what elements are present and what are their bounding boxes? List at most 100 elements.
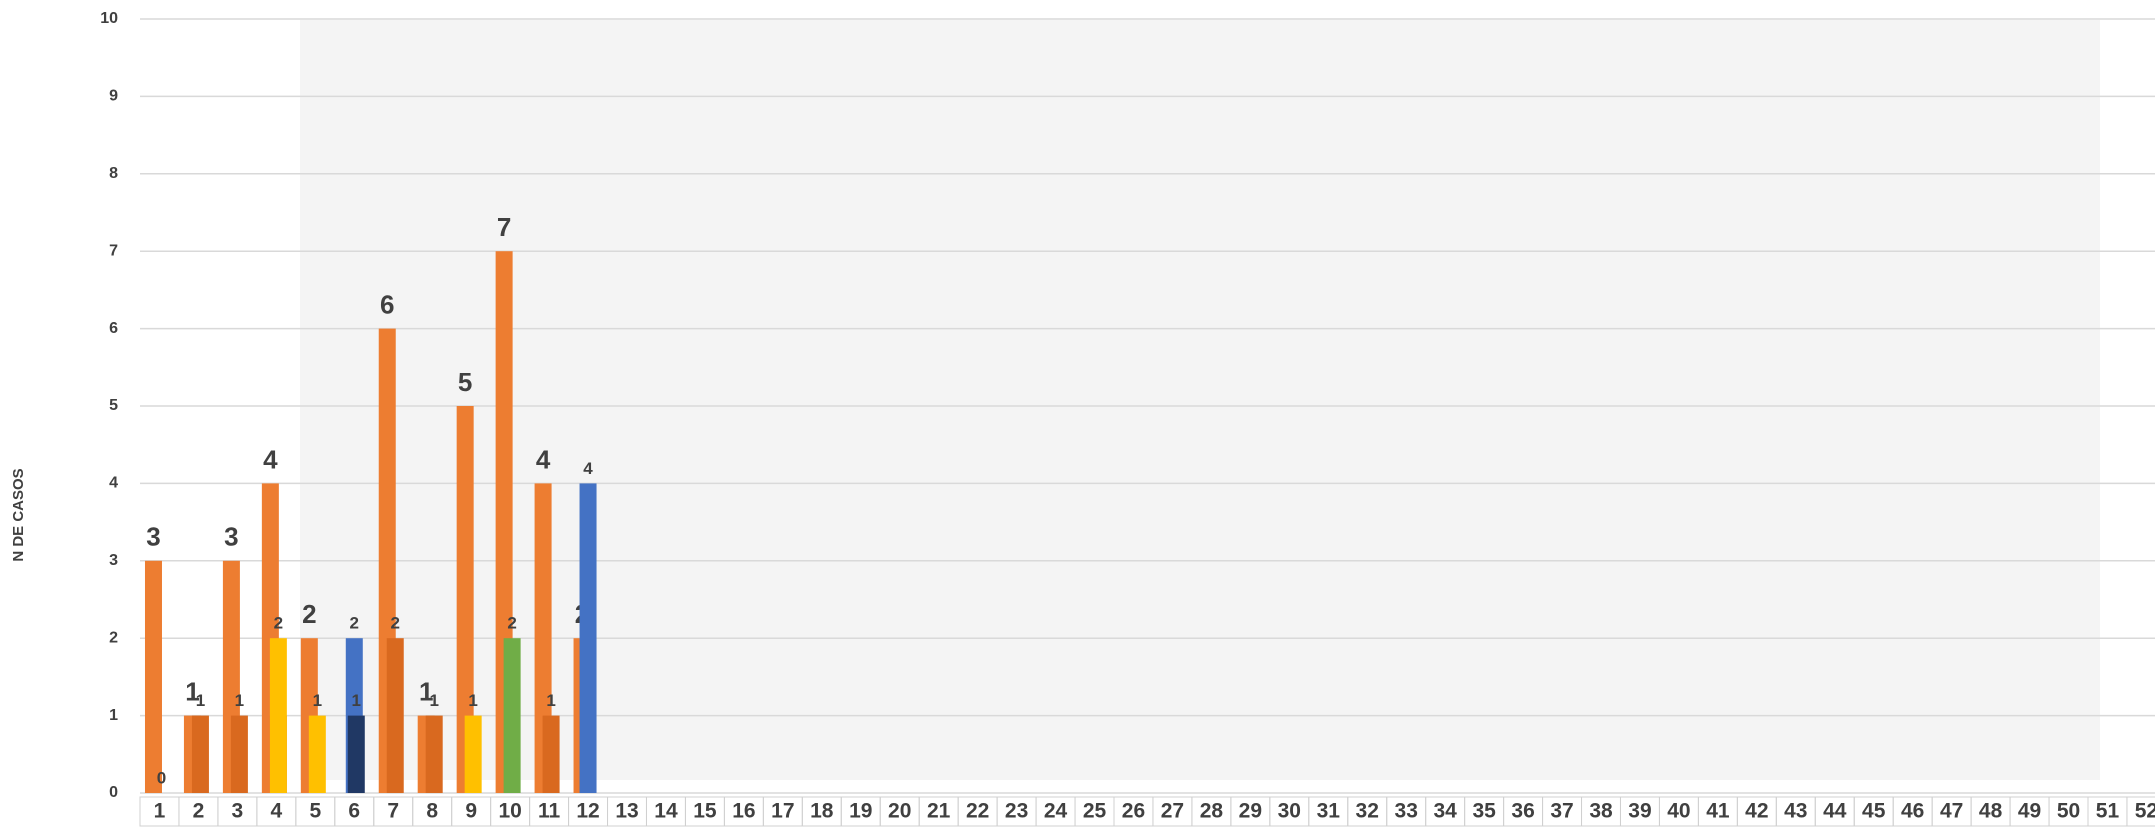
- y-tick-label: 5: [109, 397, 118, 414]
- data-label: 5: [458, 367, 472, 397]
- y-tick-label: 1: [109, 707, 118, 724]
- y-tick-label: 8: [109, 165, 118, 182]
- x-tick-label: 12: [576, 800, 599, 823]
- x-tick-label: 29: [1239, 800, 1262, 823]
- y-tick-label: 2: [109, 629, 118, 646]
- data-label: 3: [146, 522, 160, 552]
- x-tick-label: 27: [1161, 800, 1184, 823]
- x-tick-label: 23: [1005, 800, 1028, 823]
- x-tick-label: 3: [232, 800, 244, 823]
- data-label: 2: [507, 614, 516, 633]
- data-label: 6: [380, 289, 394, 319]
- x-tick-label: 24: [1044, 800, 1068, 823]
- x-tick-label: 6: [348, 800, 360, 823]
- data-label: 2: [274, 614, 283, 633]
- x-tick-label: 28: [1200, 800, 1224, 823]
- x-tick-label: 1: [154, 800, 166, 823]
- x-tick-label: 22: [966, 800, 989, 823]
- x-tick-label: 8: [426, 800, 438, 823]
- bar: [269, 638, 287, 793]
- x-tick-label: 40: [1667, 800, 1690, 823]
- bar: [503, 638, 521, 793]
- data-label: 4: [583, 459, 593, 478]
- x-tick-label: 32: [1356, 800, 1379, 823]
- x-tick-label: 50: [2057, 800, 2080, 823]
- data-label: 3: [224, 522, 238, 552]
- y-tick-label: 6: [109, 320, 118, 337]
- x-tick-label: 41: [1706, 800, 1730, 823]
- data-label: 2: [302, 599, 316, 629]
- y-tick-label: 0: [109, 784, 118, 801]
- x-tick-label: 45: [1862, 800, 1886, 823]
- data-label: 1: [235, 691, 244, 710]
- x-tick-label: 2: [193, 800, 205, 823]
- y-tick-label: 7: [109, 242, 118, 259]
- bar: [456, 406, 474, 793]
- data-label: 2: [350, 614, 359, 633]
- data-label: 1: [468, 691, 477, 710]
- bar: [308, 715, 326, 793]
- bar: [386, 638, 404, 793]
- data-label: 4: [263, 444, 278, 474]
- data-label: 2: [391, 614, 400, 633]
- x-tick-label: 51: [2096, 800, 2120, 823]
- x-tick-label: 36: [1511, 800, 1534, 823]
- x-tick-label: 16: [732, 800, 755, 823]
- x-tick-label: 48: [1979, 800, 2003, 823]
- x-tick-label: 42: [1745, 800, 1768, 823]
- x-tick-box: [2126, 796, 2155, 827]
- bar: [191, 715, 209, 793]
- y-tick-label: 3: [109, 552, 118, 569]
- x-tick-label: 17: [771, 800, 794, 823]
- x-tick-label: 9: [465, 800, 477, 823]
- x-tick-label: 5: [309, 800, 321, 823]
- data-label: 1: [419, 676, 433, 706]
- x-tick-label: 43: [1784, 800, 1807, 823]
- x-tick-label: 34: [1433, 800, 1457, 823]
- data-label: 1: [313, 691, 322, 710]
- x-tick-label: 14: [654, 800, 678, 823]
- data-label: 1: [429, 691, 438, 710]
- x-tick-label: 39: [1628, 800, 1651, 823]
- x-tick-label: 35: [1472, 800, 1496, 823]
- y-tick-label: 10: [100, 10, 118, 27]
- data-label: 1: [185, 676, 199, 706]
- bar: [425, 715, 443, 793]
- x-tick-label: 44: [1823, 800, 1847, 823]
- bar: [230, 715, 248, 793]
- x-tick-label: 20: [888, 800, 911, 823]
- data-label: 7: [497, 212, 511, 242]
- bar: [542, 715, 560, 793]
- x-tick-label: 15: [693, 800, 717, 823]
- x-tick-label: 38: [1589, 800, 1613, 823]
- data-label: 0: [157, 768, 166, 787]
- bar: [579, 483, 597, 793]
- x-tick-label: 37: [1550, 800, 1573, 823]
- x-tick-label: 47: [1940, 800, 1963, 823]
- x-tick-label: 7: [387, 800, 399, 823]
- data-label: 4: [536, 444, 551, 474]
- x-tick-label: 4: [271, 800, 283, 823]
- x-tick-label: 33: [1395, 800, 1418, 823]
- x-tick-label: 49: [2018, 800, 2041, 823]
- bar: [464, 715, 482, 793]
- data-label: 1: [196, 691, 205, 710]
- data-label: 1: [546, 691, 555, 710]
- y-tick-label: 4: [109, 475, 118, 492]
- x-tick-label: 46: [1901, 800, 1924, 823]
- x-tick-label: 26: [1122, 800, 1145, 823]
- x-tick-label: 18: [810, 800, 834, 823]
- x-tick-label: 11: [538, 800, 561, 823]
- y-tick-label: 9: [109, 88, 118, 105]
- x-tick-label: 13: [615, 800, 638, 823]
- x-tick-label: 10: [498, 800, 521, 823]
- x-tick-label: 21: [927, 800, 951, 823]
- x-tick-label: 30: [1278, 800, 1301, 823]
- bar: [144, 560, 162, 793]
- data-label: 1: [352, 691, 361, 710]
- x-tick-label: 25: [1083, 800, 1107, 823]
- x-tick-label: 52: [2135, 800, 2155, 823]
- y-axis-title: N DE CASOS: [10, 468, 27, 561]
- background: [300, 20, 2100, 780]
